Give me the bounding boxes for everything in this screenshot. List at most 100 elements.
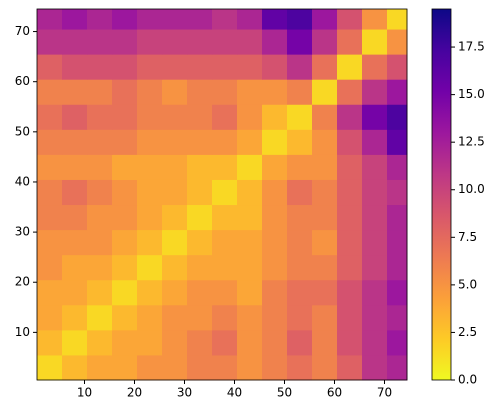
heatmap-cell [262, 29, 288, 55]
heatmap-cell [387, 154, 408, 180]
heatmap-cell [362, 129, 388, 155]
heatmap-cell [37, 229, 63, 256]
heatmap-cell [312, 29, 338, 55]
heatmap-cell [337, 104, 363, 130]
x-tick-label: 40 [227, 386, 242, 400]
heatmap-cell [187, 154, 213, 180]
colorbar-tick-label: 2.5 [458, 325, 477, 339]
heatmap-cell [287, 279, 313, 306]
heatmap-cell [362, 304, 388, 331]
heatmap-cell [87, 179, 113, 206]
heatmap-cell [87, 129, 113, 155]
heatmap-cell [187, 9, 213, 30]
x-tick-label: 10 [77, 386, 92, 400]
heatmap-cell [212, 279, 238, 306]
heatmap-cell [287, 229, 313, 256]
heatmap-cell [237, 154, 263, 180]
heatmap-cell [87, 329, 113, 356]
heatmap-cell [87, 229, 113, 256]
heatmap-cell [287, 354, 313, 381]
heatmap-cell [37, 304, 63, 331]
heatmap-cell [312, 329, 338, 356]
y-tick-label: 40 [15, 174, 30, 188]
y-tick-label: 70 [15, 24, 30, 38]
heatmap-cell [262, 79, 288, 105]
heatmap-cell [312, 204, 338, 231]
x-tick-label: 30 [177, 386, 192, 400]
y-tick-label: 30 [15, 225, 30, 239]
heatmap-cell [337, 329, 363, 356]
colorbar-tick-label: 5.0 [458, 277, 477, 291]
heatmap-cell [212, 54, 238, 80]
heatmap-cell [337, 304, 363, 331]
heatmap-cell [162, 354, 188, 381]
heatmap-cell [187, 29, 213, 55]
heatmap-cell [162, 54, 188, 80]
heatmap-cell [162, 279, 188, 306]
heatmap-cell [362, 179, 388, 206]
heatmap-cell [287, 304, 313, 331]
heatmap-cell [212, 129, 238, 155]
heatmap-cell [337, 179, 363, 206]
heatmap-cell [237, 354, 263, 381]
colorbar-tick-label: 7.5 [458, 230, 477, 244]
heatmap-cell [262, 179, 288, 206]
heatmap-cell [137, 9, 163, 30]
heatmap-cell [162, 29, 188, 55]
heatmap-cell [137, 229, 163, 256]
heatmap-cell [87, 29, 113, 55]
heatmap-cell [212, 104, 238, 130]
heatmap-cell [212, 329, 238, 356]
heatmap-cell [187, 204, 213, 231]
heatmap-cell [37, 129, 63, 155]
heatmap-cell [87, 154, 113, 180]
heatmap-cell [362, 79, 388, 105]
heatmap-cell [312, 279, 338, 306]
heatmap-cell [337, 29, 363, 55]
heatmap-cell [212, 9, 238, 30]
heatmap-cell [262, 329, 288, 356]
heatmap-cell [337, 279, 363, 306]
heatmap-cell [262, 129, 288, 155]
heatmap-cell [237, 279, 263, 306]
heatmap-cell [62, 279, 88, 306]
heatmap-cell [112, 229, 138, 256]
heatmap-cell [387, 54, 408, 80]
heatmap-cell [312, 179, 338, 206]
heatmap-cell [387, 204, 408, 231]
heatmap-cell [262, 154, 288, 180]
heatmap-cell [62, 9, 88, 30]
heatmap-cell [362, 354, 388, 381]
heatmap-cell [62, 329, 88, 356]
heatmap-cell [62, 154, 88, 180]
x-tick-label: 60 [327, 386, 342, 400]
heatmap-cell [287, 104, 313, 130]
heatmap-cell [387, 29, 408, 55]
heatmap-cell [87, 104, 113, 130]
heatmap-cell [137, 279, 163, 306]
heatmap-cell [362, 54, 388, 80]
heatmap-cell [387, 254, 408, 281]
heatmap-cell [237, 254, 263, 281]
heatmap-cell [112, 79, 138, 105]
heatmap-cell [62, 129, 88, 155]
y-tick-label: 50 [15, 124, 30, 138]
heatmap-cell [262, 54, 288, 80]
heatmap-cell [362, 254, 388, 281]
plot-frame [36, 8, 408, 381]
heatmap-cell [387, 79, 408, 105]
heatmap-cell [137, 104, 163, 130]
heatmap-cell [337, 79, 363, 105]
heatmap-cell [287, 54, 313, 80]
heatmap-cell [362, 154, 388, 180]
colorbar-tick-label: 15.0 [458, 87, 485, 101]
heatmap-cell [187, 129, 213, 155]
heatmap-cell [62, 229, 88, 256]
colorbar-tick-label: 10.0 [458, 182, 485, 196]
heatmap-cell [287, 254, 313, 281]
heatmap-cell [112, 129, 138, 155]
heatmap-cell [312, 54, 338, 80]
heatmap-cell [162, 154, 188, 180]
heatmap-cell [87, 279, 113, 306]
heatmap-cell [237, 54, 263, 80]
